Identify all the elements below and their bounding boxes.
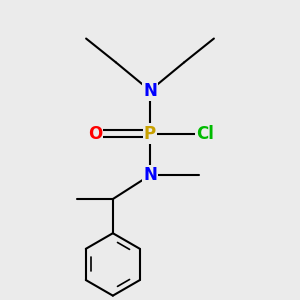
Text: Cl: Cl <box>196 125 214 143</box>
Text: N: N <box>143 166 157 184</box>
Text: N: N <box>143 82 157 100</box>
Text: P: P <box>144 125 156 143</box>
Text: O: O <box>88 125 102 143</box>
